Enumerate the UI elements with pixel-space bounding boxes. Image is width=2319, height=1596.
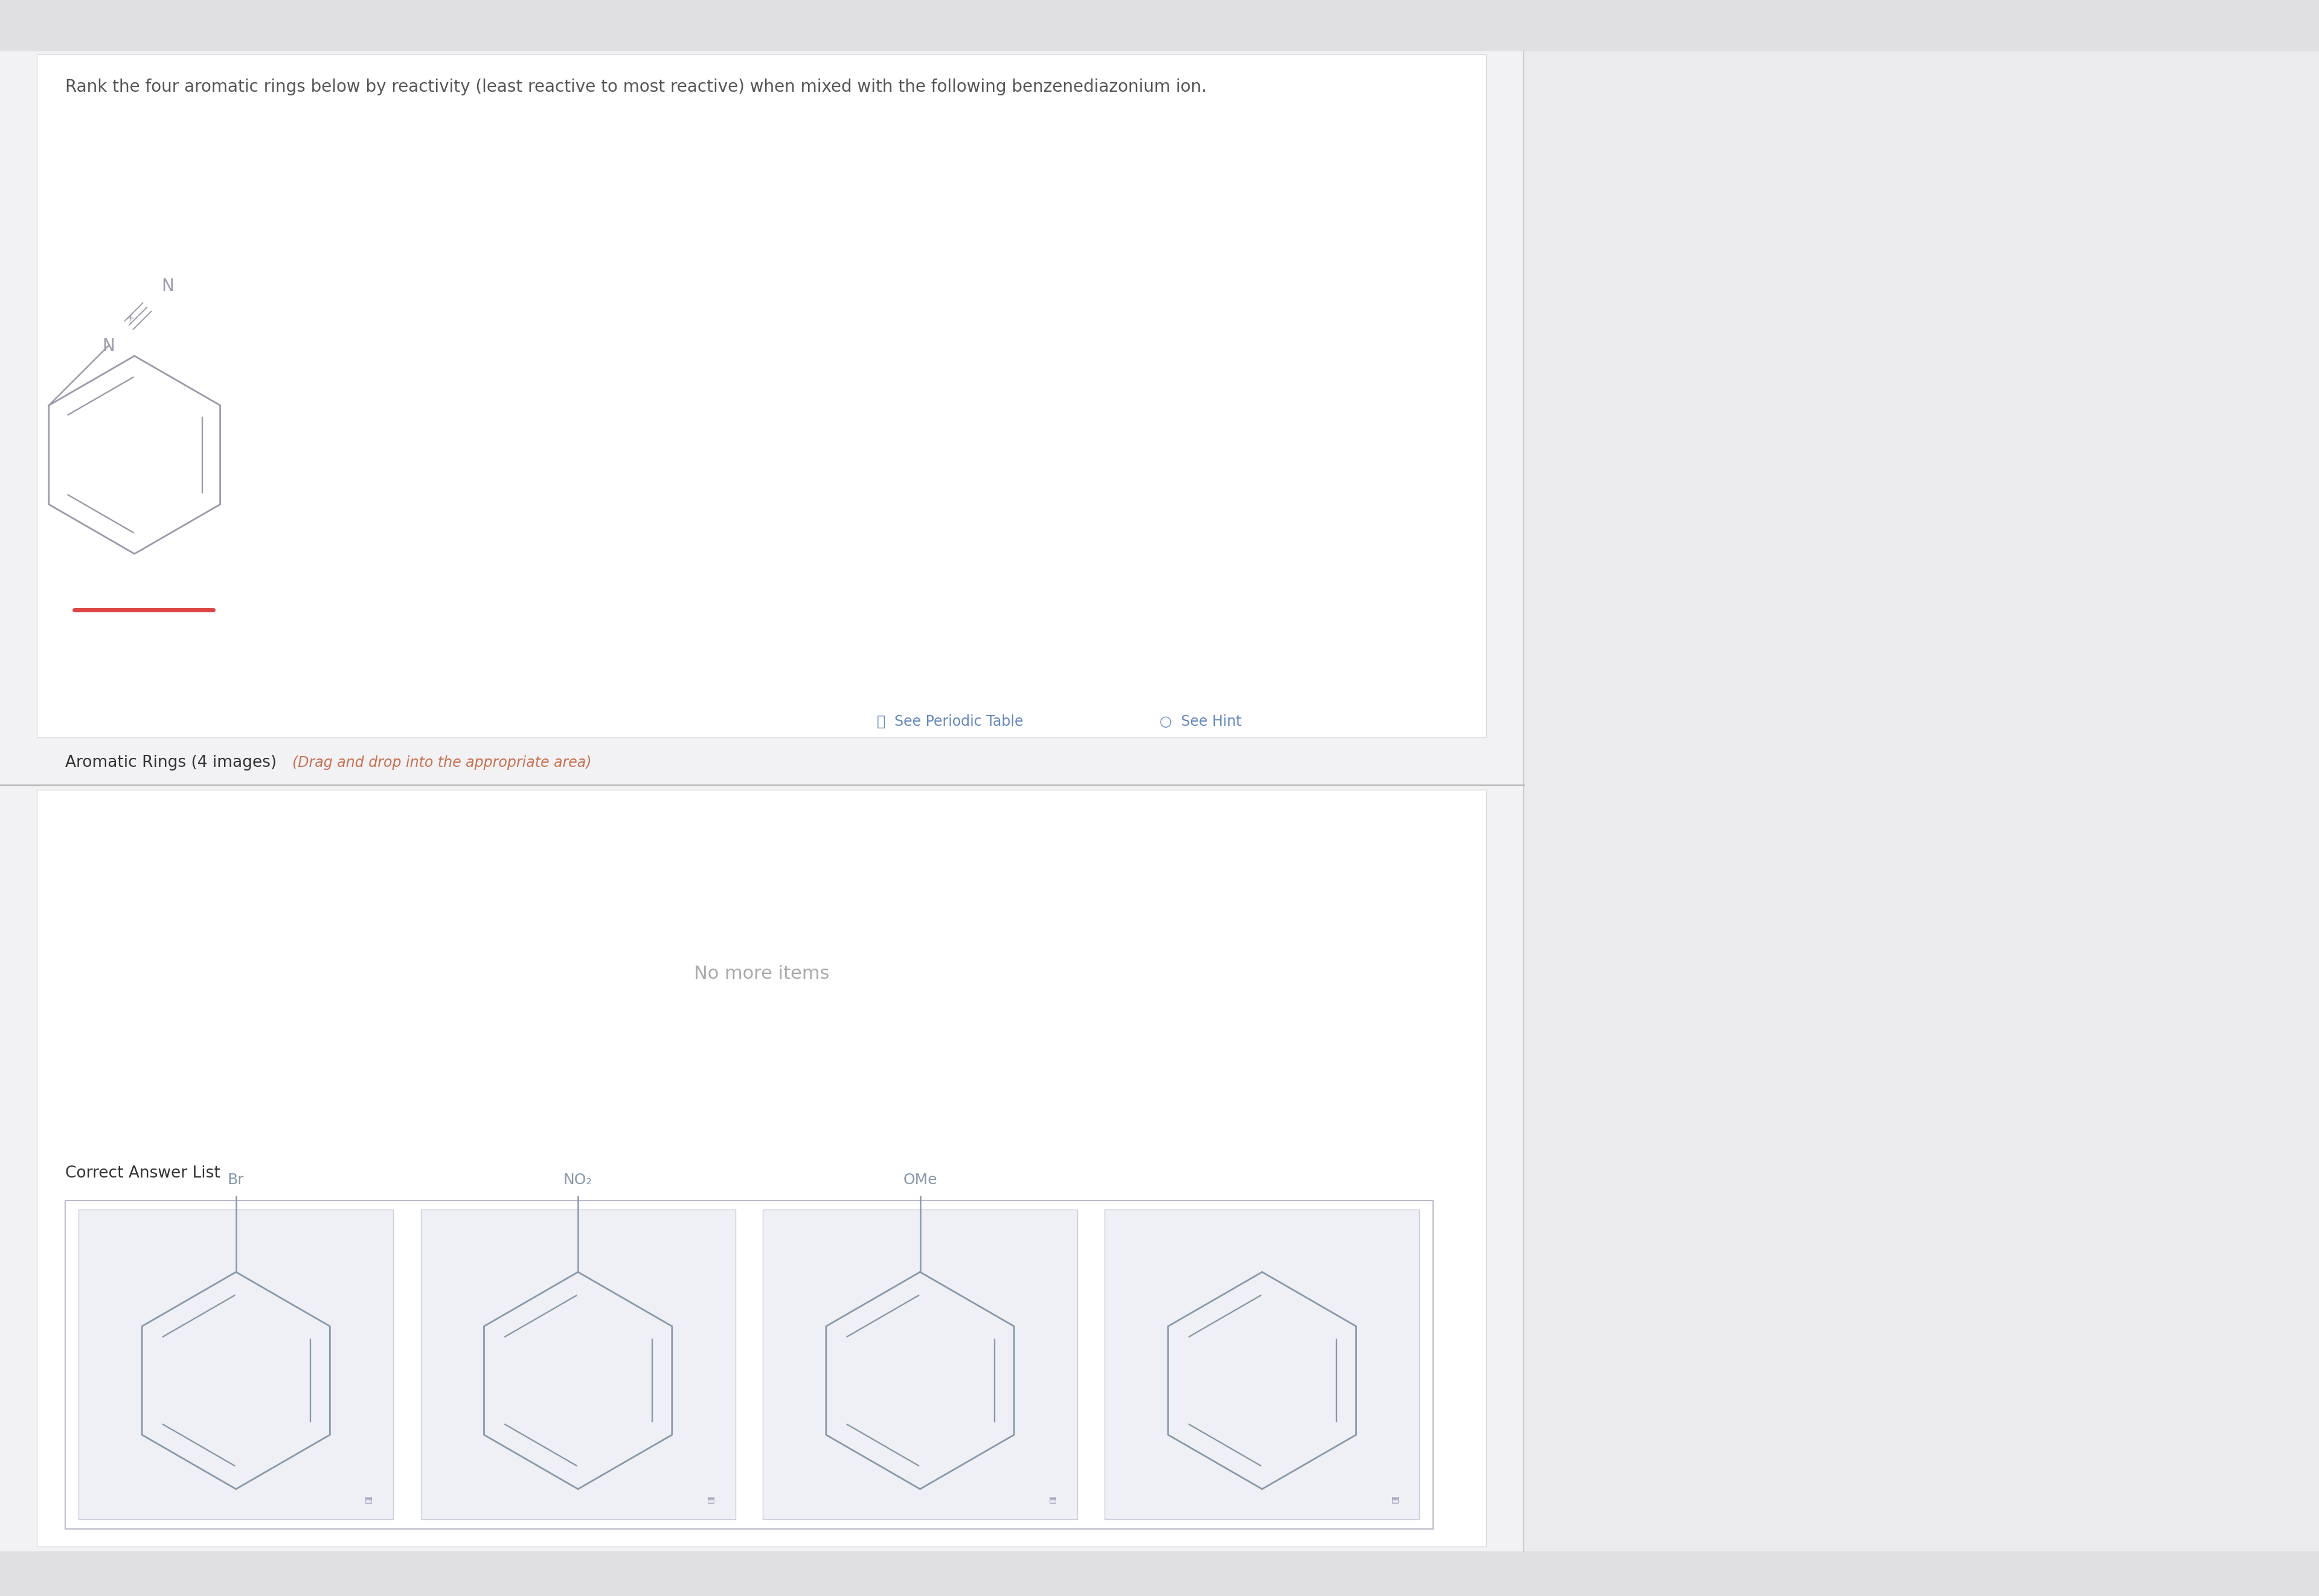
Bar xyxy=(1524,51,2319,1551)
Text: Rank the four aromatic rings below by reactivity (least reactive to most reactiv: Rank the four aromatic rings below by re… xyxy=(65,78,1206,96)
Bar xyxy=(65,1200,1433,1529)
Text: NO₂: NO₂ xyxy=(564,1173,594,1187)
Text: ▤: ▤ xyxy=(707,1495,714,1503)
Bar xyxy=(420,1210,735,1519)
Bar xyxy=(37,54,1486,737)
Bar xyxy=(0,51,1524,1551)
Text: Correct Answer List: Correct Answer List xyxy=(65,1165,220,1181)
Text: +: + xyxy=(125,313,135,324)
Text: No more items: No more items xyxy=(693,966,830,982)
Bar xyxy=(0,0,2319,51)
Text: (Drag and drop into the appropriate area): (Drag and drop into the appropriate area… xyxy=(292,755,591,771)
Text: 📊  See Periodic Table: 📊 See Periodic Table xyxy=(877,713,1023,729)
Bar xyxy=(37,790,1486,1547)
Bar xyxy=(1104,1210,1419,1519)
Text: Aromatic Rings (4 images): Aromatic Rings (4 images) xyxy=(65,755,276,771)
Text: OMe: OMe xyxy=(902,1173,937,1187)
Text: ▤: ▤ xyxy=(1391,1495,1398,1503)
Text: N: N xyxy=(102,337,114,354)
Text: ▤: ▤ xyxy=(1048,1495,1057,1503)
Text: ▤: ▤ xyxy=(364,1495,373,1503)
Bar xyxy=(0,1551,2319,1596)
Bar xyxy=(763,1210,1078,1519)
Text: Br: Br xyxy=(227,1173,243,1187)
Text: ○  See Hint: ○ See Hint xyxy=(1160,713,1241,729)
Bar xyxy=(79,1210,394,1519)
Text: N: N xyxy=(162,278,174,295)
